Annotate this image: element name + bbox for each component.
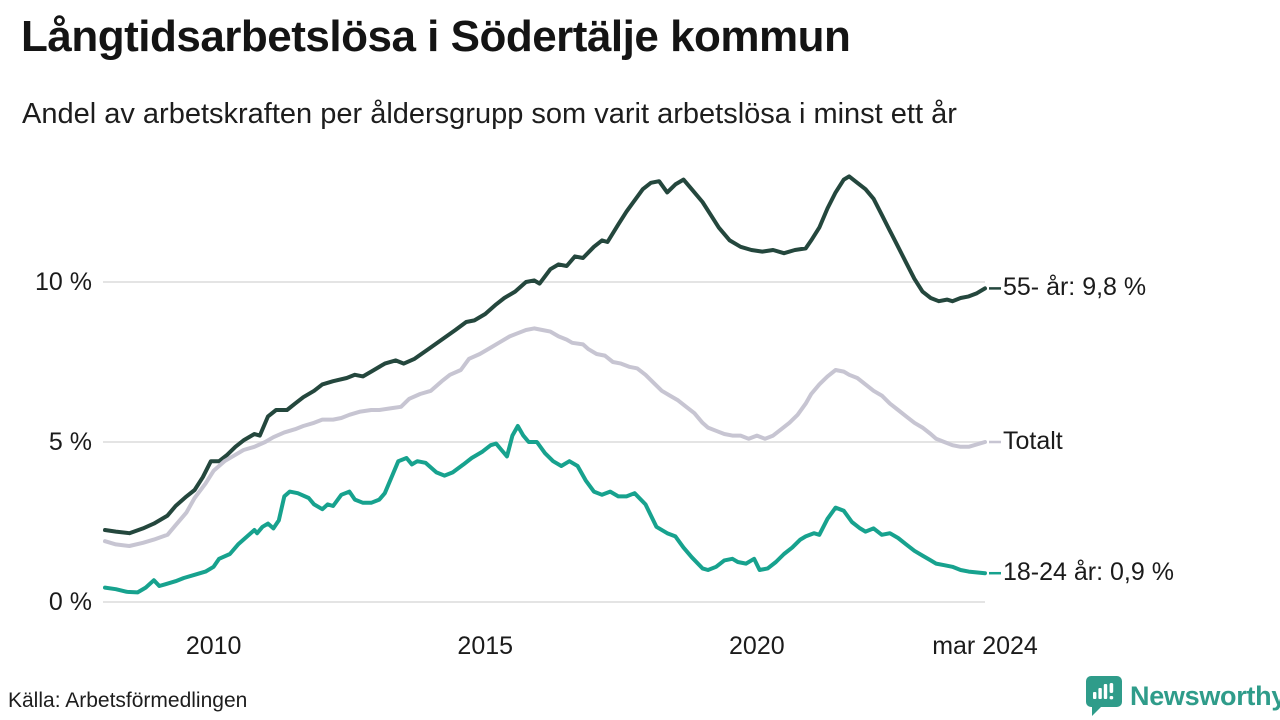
series-end-label-55-ar: 55- år: 9,8 % (1003, 273, 1147, 302)
series-line-18-24-ar (103, 424, 987, 595)
chart-title: Långtidsarbetslösa i Södertälje kommun (21, 12, 851, 61)
newsworthy-logo: Newsworthy (1086, 676, 1280, 716)
chart-subtitle: Andel av arbetskraften per åldersgrupp s… (22, 98, 957, 130)
series-end-label-18-24-ar: 18-24 år: 0,9 % (1003, 558, 1174, 587)
y-axis-tick-label: 0 % (48, 588, 92, 616)
y-axis-tick-label: 5 % (48, 428, 92, 456)
y-axis-tick-label: 10 % (35, 268, 92, 296)
x-axis-tick-label: 2010 (185, 632, 242, 660)
newsworthy-wordmark: Newsworthy (1130, 680, 1280, 711)
series-line-totalt (103, 326, 987, 548)
series-end-label-totalt: Totalt (1003, 427, 1063, 455)
newsworthy-icon (1086, 676, 1122, 716)
x-axis-tick-label: mar 2024 (932, 632, 1038, 660)
series-line-55-ar (103, 174, 987, 536)
x-axis-tick-label: 2015 (457, 632, 514, 660)
source-note: Källa: Arbetsförmedlingen (8, 689, 248, 712)
x-axis-tick-label: 2020 (729, 632, 785, 660)
